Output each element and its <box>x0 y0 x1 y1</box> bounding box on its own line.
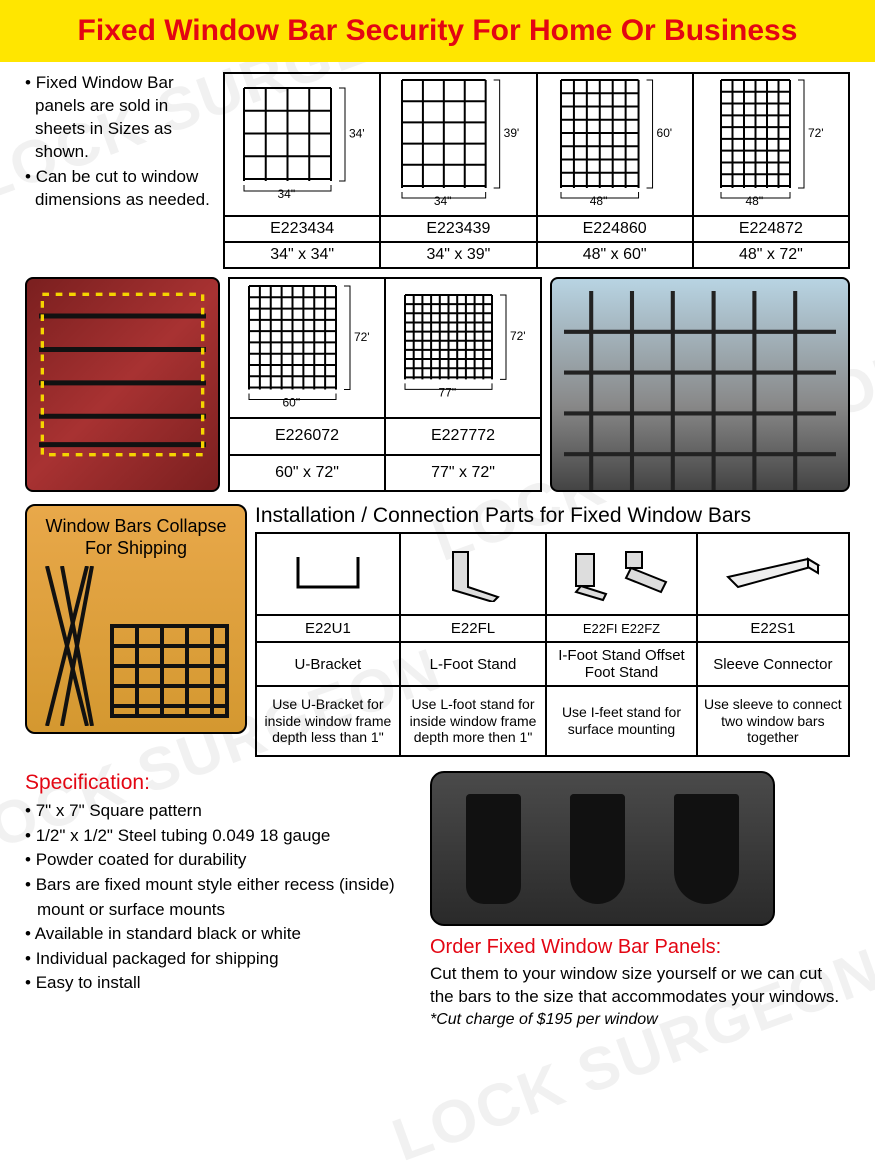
svg-text:72": 72" <box>509 329 525 343</box>
size-dims-2: 48" x 60" <box>537 242 693 268</box>
part-desc-3: Use sleeve to connect two window bars to… <box>697 686 849 756</box>
collapse-label: Window Bars Collapse For Shipping <box>35 516 237 559</box>
size-dims-1: 34" x 39" <box>380 242 536 268</box>
svg-text:48": 48" <box>590 194 608 206</box>
svg-text:34": 34" <box>277 187 295 199</box>
size-grid-2: 60" 48" <box>537 73 693 216</box>
page-title: Fixed Window Bar Security For Home Or Bu… <box>0 14 875 48</box>
size-dims-5: 77" x 72" <box>385 455 541 492</box>
part-img-1 <box>400 533 547 615</box>
parts-heading: Installation / Connection Parts for Fixe… <box>255 504 850 528</box>
install-photo-2 <box>550 277 850 492</box>
svg-text:60": 60" <box>282 395 300 407</box>
part-name-3: Sleeve Connector <box>697 642 849 686</box>
order-note: *Cut charge of $195 per window <box>430 1011 850 1029</box>
order-title: Order Fixed Window Bar Panels: <box>430 936 850 959</box>
svg-text:34": 34" <box>433 194 451 206</box>
part-name-1: L-Foot Stand <box>400 642 547 686</box>
size-dims-3: 48" x 72" <box>693 242 849 268</box>
parts-photo <box>430 771 775 926</box>
size-code-4: E226072 <box>229 418 385 455</box>
part-img-3 <box>697 533 849 615</box>
order-column: Order Fixed Window Bar Panels: Cut them … <box>430 771 850 1029</box>
size-code-3: E224872 <box>693 216 849 242</box>
size-table-top: 34" 34" 39" 34" 60" 48" 72" 48" E223434 E223… <box>223 72 850 269</box>
spec-item-2: Powder coated for durability <box>25 848 410 873</box>
spec-item-4: Available in standard black or white <box>25 922 410 947</box>
install-photo-1 <box>25 277 220 492</box>
part-code-0: E22U1 <box>256 615 400 642</box>
size-code-5: E227772 <box>385 418 541 455</box>
spec-item-3: Bars are fixed mount style either recess… <box>25 873 410 922</box>
part-desc-1: Use L-foot stand for inside window frame… <box>400 686 547 756</box>
spec-item-5: Individual packaged for shipping <box>25 947 410 972</box>
size-code-2: E224860 <box>537 216 693 242</box>
intro-bullets: Fixed Window Bar panels are sold in shee… <box>25 72 215 269</box>
collapse-photo: Window Bars Collapse For Shipping <box>25 504 247 734</box>
part-img-0 <box>256 533 400 615</box>
spec-title: Specification: <box>25 771 410 795</box>
black-part-shape <box>674 794 739 904</box>
spec-item-0: 7" x 7" Square pattern <box>25 799 410 824</box>
size-grid-4: 72" 60" <box>229 278 385 418</box>
part-desc-2: Use I-feet stand for surface mounting <box>546 686 696 756</box>
part-img-2 <box>546 533 696 615</box>
svg-text:34": 34" <box>349 126 365 140</box>
spec-item-1: 1/2" x 1/2" Steel tubing 0.049 18 gauge <box>25 824 410 849</box>
svg-text:48": 48" <box>746 194 764 206</box>
size-dims-4: 60" x 72" <box>229 455 385 492</box>
part-code-2: E22FI E22FZ <box>546 615 696 642</box>
part-desc-0: Use U-Bracket for inside window frame de… <box>256 686 400 756</box>
intro-line-1: Fixed Window Bar panels are sold in shee… <box>25 72 215 164</box>
svg-text:72": 72" <box>353 329 369 343</box>
part-name-0: U-Bracket <box>256 642 400 686</box>
part-name-2: I-Foot Stand Offset Foot Stand <box>546 642 696 686</box>
svg-text:77": 77" <box>438 386 456 398</box>
order-text: Cut them to your window size yourself or… <box>430 963 850 1009</box>
black-part-shape <box>570 794 625 904</box>
part-code-3: E22S1 <box>697 615 849 642</box>
intro-line-2: Can be cut to window dimensions as neede… <box>25 166 215 212</box>
svg-text:39": 39" <box>503 126 519 140</box>
size-grid-5: 72" 77" <box>385 278 541 418</box>
svg-text:72": 72" <box>808 126 824 140</box>
black-part-shape <box>466 794 521 904</box>
size-table-bottom: 72"60" 72"77" E226072 E227772 60" x 72" … <box>228 277 542 492</box>
svg-text:60": 60" <box>656 126 672 140</box>
size-code-1: E223439 <box>380 216 536 242</box>
header-bar: Fixed Window Bar Security For Home Or Bu… <box>0 0 875 62</box>
parts-table: E22U1 E22FL E22FI E22FZ E22S1 U-Bracket … <box>255 532 850 757</box>
size-code-0: E223434 <box>224 216 380 242</box>
part-code-1: E22FL <box>400 615 547 642</box>
size-dims-0: 34" x 34" <box>224 242 380 268</box>
spec-list: 7" x 7" Square pattern 1/2" x 1/2" Steel… <box>25 799 410 996</box>
size-grid-1: 39" 34" <box>380 73 536 216</box>
spec-column: Specification: 7" x 7" Square pattern 1/… <box>25 771 410 1029</box>
size-grid-3: 72" 48" <box>693 73 849 216</box>
spec-item-6: Easy to install <box>25 971 410 996</box>
size-grid-0: 34" 34" <box>224 73 380 216</box>
